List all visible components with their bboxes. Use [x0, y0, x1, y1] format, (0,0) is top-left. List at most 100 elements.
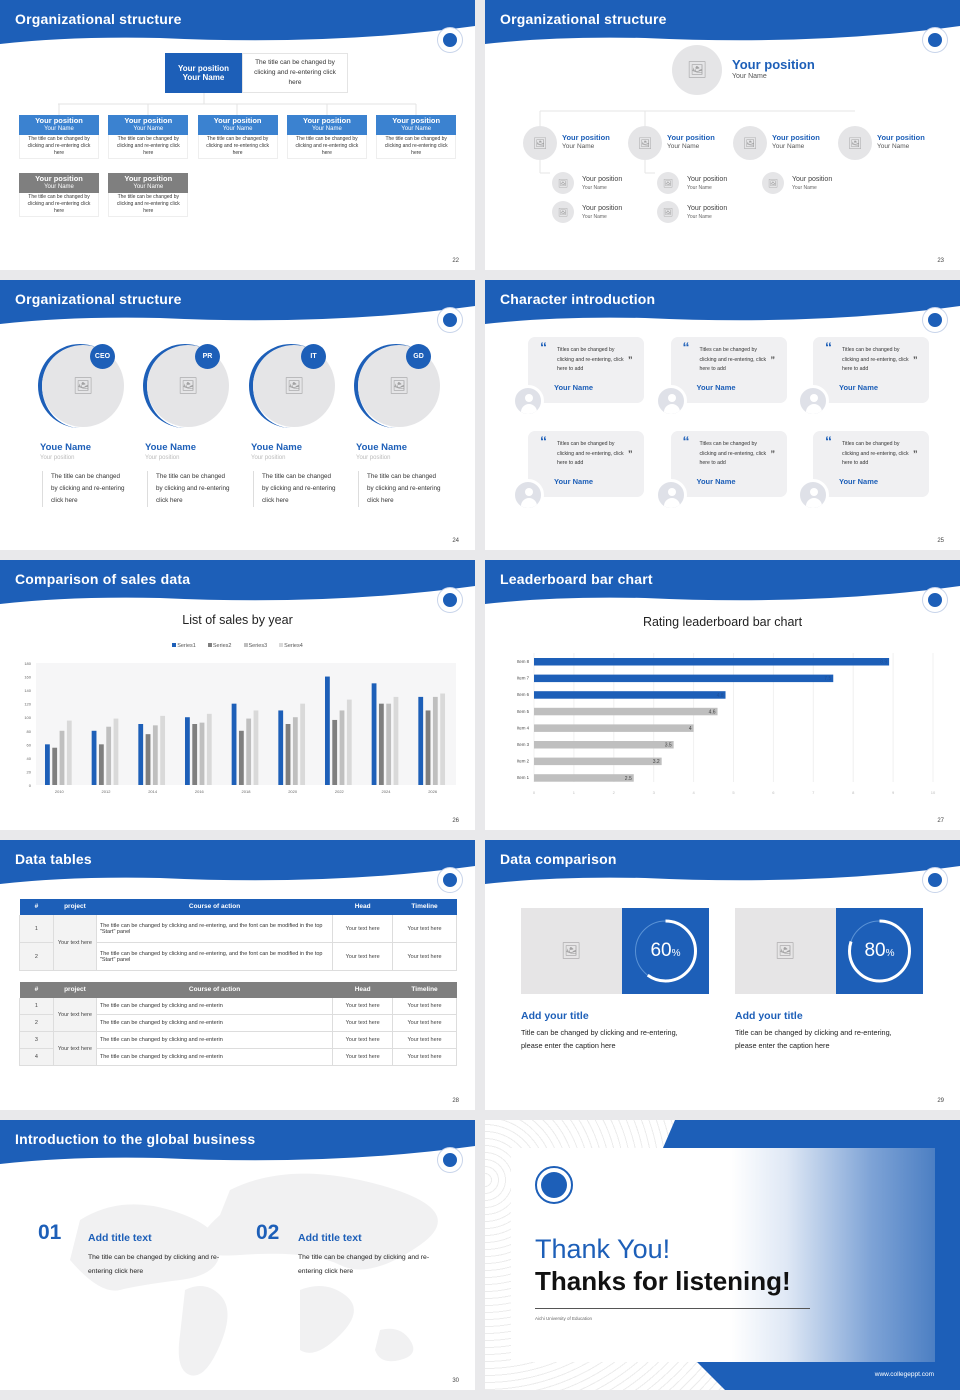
- bar-series1: [325, 676, 330, 785]
- y-tick-label: Item 4: [517, 725, 530, 730]
- website-link[interactable]: www.collegeppt.com: [874, 1371, 934, 1378]
- close-quote-icon: ”: [913, 449, 918, 459]
- position: Your position: [392, 116, 441, 125]
- slide-title: Data tables: [15, 851, 92, 867]
- slide-25[interactable]: Character introduction 25 “ Titles can be c…: [485, 280, 960, 550]
- member-description: The title can be changed by clicking and…: [147, 471, 233, 507]
- slide-28[interactable]: Data tables 28 # project Course of action Hea…: [0, 840, 475, 1110]
- slide-22[interactable]: Organizational structure 22 Your position Y…: [0, 0, 475, 270]
- image-placeholder-icon: 🖼: [557, 207, 569, 217]
- bar: [534, 674, 834, 683]
- slide-title: Character introduction: [500, 291, 656, 307]
- x-tick-label: 10: [931, 790, 936, 795]
- slide-27[interactable]: Leaderboard bar chart 27 Rating leaderboar…: [485, 560, 960, 830]
- position-description: The title can be changed by clicking and…: [376, 135, 457, 159]
- header-band: [485, 0, 960, 44]
- head-cell: Your text here: [332, 1014, 394, 1032]
- connector: [539, 110, 855, 174]
- bar: [534, 774, 634, 782]
- image-placeholder-icon: 🖼: [742, 137, 758, 150]
- slide-26[interactable]: Comparison of sales data 26 List of sales …: [0, 560, 475, 830]
- header-shape: [485, 0, 960, 44]
- y-tick-label: Item 3: [517, 742, 530, 747]
- slide-31[interactable]: Thank You! Thanks for listening! Aichi Uni…: [485, 1120, 960, 1390]
- bar-series1: [418, 696, 424, 785]
- y-tick-label: 0: [29, 783, 32, 788]
- data-label: 4.8: [717, 693, 724, 699]
- item-description: Title can be changed by clicking and re-…: [521, 1028, 678, 1050]
- quote-card: “ Titles can be changed by clicking and r…: [670, 431, 787, 497]
- y-tick-label: Item 8: [517, 659, 530, 664]
- logo-emblem: [927, 312, 943, 328]
- position: Your position: [667, 133, 715, 142]
- legend-item: Series3: [243, 643, 267, 649]
- avatar-body: [521, 404, 537, 414]
- legend-label: Series4: [284, 643, 303, 649]
- open-quote-icon: “: [540, 339, 547, 355]
- header-shape: [0, 840, 475, 884]
- avatar-icon: [512, 479, 544, 511]
- item-title: Add your title: [521, 1010, 589, 1022]
- slide-24[interactable]: Organizational structure 24 🖼 CEO Youe Name Y…: [0, 280, 475, 550]
- blue-frame: [663, 1120, 960, 1390]
- photo-placeholder: 🖼: [672, 45, 722, 95]
- logo-emblem: [442, 592, 458, 608]
- x-tick-label: 9: [892, 790, 895, 795]
- image-placeholder-icon: 🖼: [774, 943, 796, 960]
- image-placeholder-icon: 🖼: [557, 178, 569, 188]
- name: Your Name: [44, 126, 74, 132]
- name: Your Name: [311, 126, 342, 132]
- action-cell: The title can be changed by clicking and…: [95, 1048, 334, 1066]
- bar-series4: [253, 710, 259, 785]
- university-logo-icon: [438, 868, 462, 892]
- position: Your position: [582, 205, 623, 212]
- avatar-head: [810, 394, 818, 402]
- quote-card: “ Titles can be changed by clicking and r…: [670, 337, 787, 403]
- column-header: Head: [354, 986, 371, 993]
- open-quote-icon: “: [825, 433, 832, 449]
- plot-area: [36, 663, 456, 785]
- avatar-icon: [654, 479, 687, 511]
- data-label: 4.6: [709, 709, 716, 715]
- photo-placeholder: 🖼: [523, 126, 557, 160]
- header-shape: [0, 280, 475, 324]
- x-tick-label: 5: [732, 790, 735, 795]
- name: Your Name: [133, 126, 164, 132]
- legend-item: Series2: [207, 643, 232, 649]
- bar-series2: [285, 724, 291, 785]
- slide-29[interactable]: Data comparison 29 🖼 60% Add your title Title…: [485, 840, 960, 1110]
- role-badge: PR: [195, 344, 220, 369]
- row-number: 4: [19, 1048, 54, 1066]
- chart-title: Rating leaderboard bar chart: [642, 615, 803, 629]
- position: Your position: [877, 133, 925, 142]
- continent-shape: [300, 1286, 354, 1353]
- bar-series2: [378, 703, 384, 785]
- image-placeholder-icon: 🖼: [637, 137, 653, 150]
- bar-series3: [199, 722, 205, 785]
- table-row: 2 The title can be changed by clicking an…: [19, 942, 457, 971]
- position-description: The title can be changed by clicking and…: [197, 135, 278, 159]
- quote-text: Titles can be changed by clicking and re…: [842, 441, 909, 466]
- photo-placeholder: 🖼: [733, 126, 767, 160]
- legend-item: Series4: [279, 643, 303, 649]
- legend-swatch: [243, 643, 248, 647]
- column-header: project: [64, 986, 86, 993]
- progress-panel: 60%: [622, 908, 709, 994]
- header-shape: [485, 560, 960, 604]
- logo-emblem: [541, 1172, 567, 1198]
- y-tick-label: 120: [24, 702, 31, 707]
- open-quote-icon: “: [682, 433, 690, 449]
- progress-ring: [848, 919, 911, 983]
- legend-label: Series2: [212, 643, 232, 649]
- slide-23[interactable]: Organizational structure 23 🖼 Your position…: [485, 0, 960, 270]
- slide-30[interactable]: Introduction to the global business 30 01 A…: [0, 1120, 475, 1390]
- page-number: 29: [937, 1098, 944, 1104]
- bar-series3: [386, 703, 392, 785]
- table-row: 4 The title can be changed by clicking an…: [19, 1048, 457, 1066]
- x-tick-label: 2022: [335, 789, 345, 794]
- y-tick-label: Item 7: [517, 676, 530, 681]
- bar-series1: [45, 744, 50, 785]
- page-number: 23: [937, 258, 944, 264]
- close-quote-icon: ”: [628, 449, 633, 459]
- x-tick-label: 2010: [55, 789, 65, 794]
